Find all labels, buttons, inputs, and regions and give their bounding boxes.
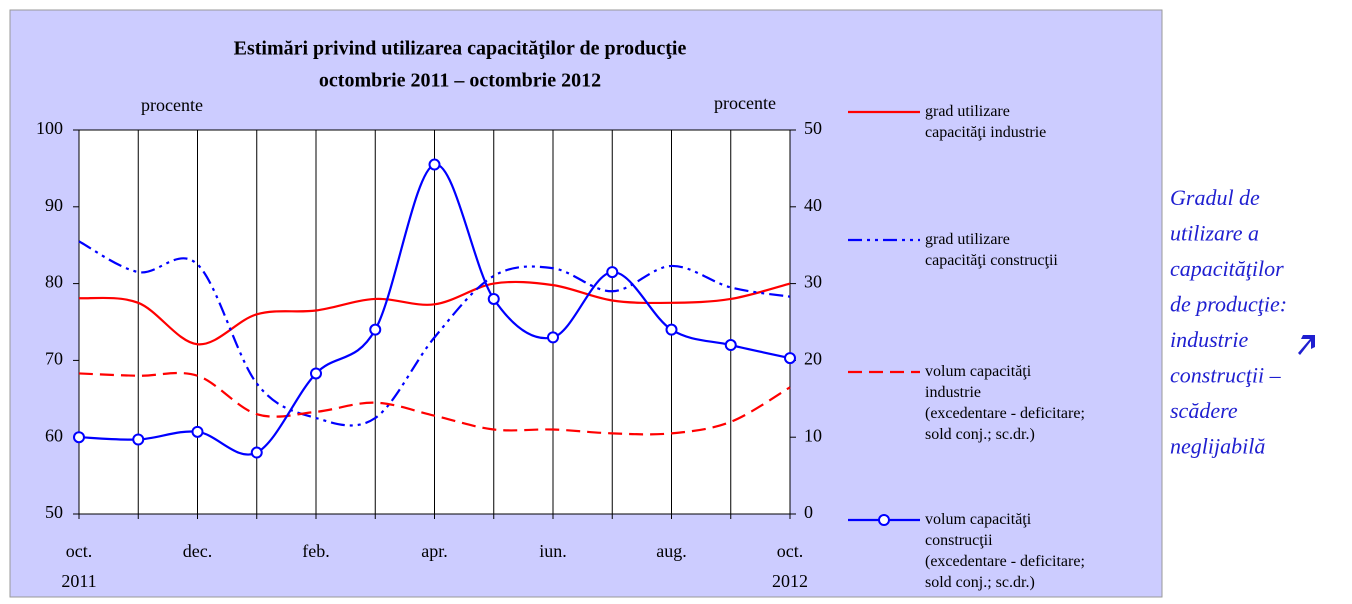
legend-label: volum capacităţi industrie (excedentare … [925,363,1085,443]
legend-label: grad utilizare capacităţi construcţii [925,231,1058,269]
y-axis-label: procente [141,95,203,115]
note-line: neglijabilă [1170,434,1265,459]
x-tick-label: aug. [656,541,687,561]
legend-label: volum capacităţi construcţii (excedentar… [925,511,1085,591]
series-marker [250,446,263,459]
legend-entry: grad utilizare capacităţi construcţii [925,231,1058,269]
series-line [78,280,791,346]
y2-tick-label: 50 [804,118,822,138]
legend-marker [878,514,890,526]
y-tick-label: 100 [36,118,63,138]
series-marker [487,292,500,305]
legend-entry: volum capacităţi industrie (excedentare … [925,363,1085,443]
chart-title: Estimări privind utilizarea capacităţilo… [234,38,687,60]
series-marker [665,323,678,336]
y2-tick-label: 40 [804,195,822,215]
series-marker [784,352,796,365]
series-marker [369,323,382,336]
y2-tick-label: 20 [804,349,822,369]
series-line [78,371,791,436]
note-line: capacităţilor [1170,256,1284,281]
legend-entry: volum capacităţi construcţii (excedentar… [925,511,1085,591]
note-line: Gradul de [1170,185,1260,210]
series-marker [606,266,619,279]
x-tick-label: feb. [302,541,329,561]
x-tick-label: apr. [421,541,448,561]
series-marker [547,331,559,344]
y-tick-label: 80 [45,272,63,292]
legend-label: grad utilizare capacităţi industrie [925,103,1047,141]
note-line: construcţii – [1170,363,1282,388]
y2-tick-label: 30 [804,272,822,292]
up-arrow-icon [1298,335,1315,355]
chart-subtitle: octombrie 2011 – octombrie 2012 [319,70,601,92]
note-line: de producţie: [1170,292,1287,317]
x-tick-label: oct. [66,541,93,561]
series-marker [428,158,441,171]
x-year-label: 2012 [772,571,808,591]
series-marker [310,367,322,380]
x-year-label: 2011 [61,571,96,591]
note-line: scădere [1170,398,1238,423]
note-line: industrie [1170,327,1248,352]
y-tick-label: 70 [45,349,63,369]
note-line: utilizare a [1170,221,1259,246]
series-marker [191,425,204,438]
series-marker [132,433,145,446]
y2-tick-label: 10 [804,425,822,445]
y2-tick-label: 0 [804,502,813,522]
y-tick-label: 60 [45,425,63,445]
y-tick-label: 50 [45,502,63,522]
series-marker [73,431,85,444]
series-marker [724,339,737,352]
legend-entry: grad utilizare capacităţi industrie [925,103,1047,141]
x-tick-label: dec. [183,541,212,561]
x-tick-label: oct. [777,541,804,561]
side-note: Gradul de utilizare a capacităţilor de prod… [1170,185,1287,459]
y-tick-label: 90 [45,195,63,215]
y2-axis-label: procente [714,93,776,113]
x-tick-label: iun. [539,541,567,561]
